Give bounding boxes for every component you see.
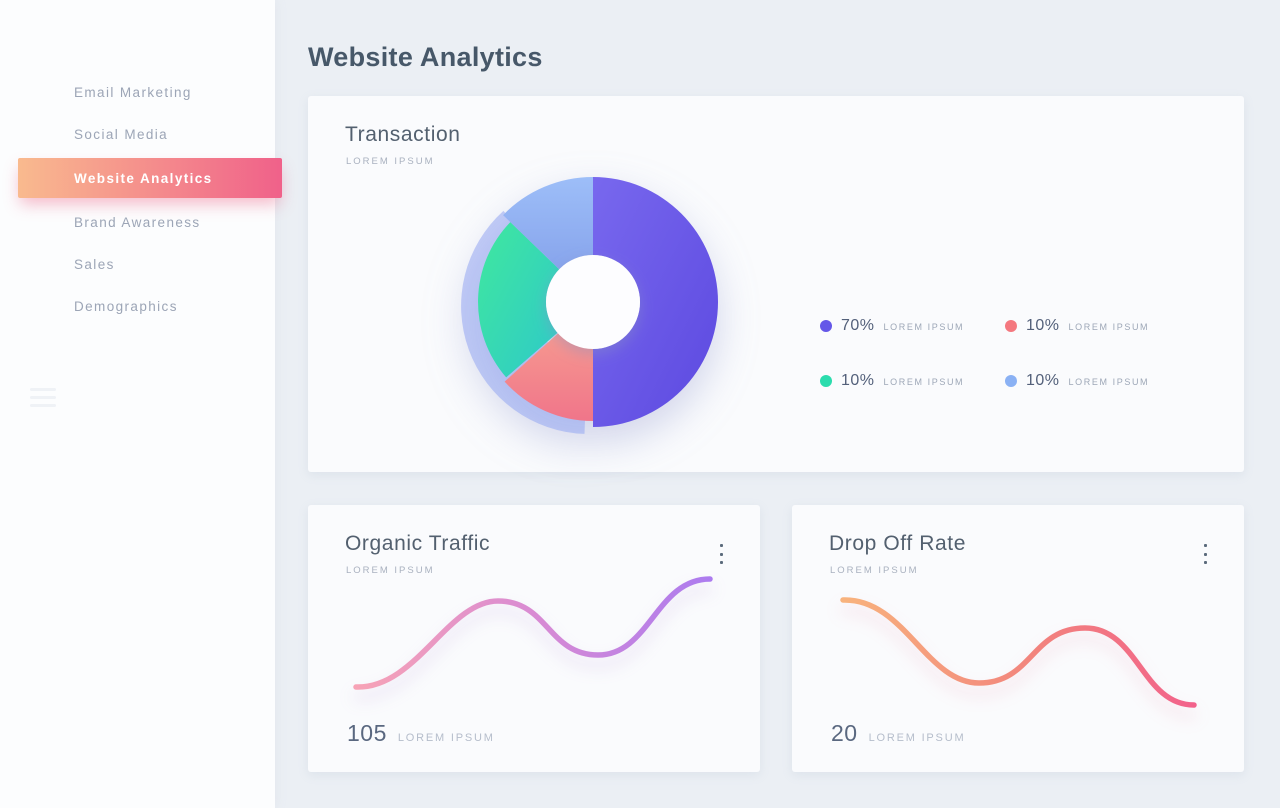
donut-chart — [461, 176, 718, 434]
card-subtitle: LOREM IPSUM — [346, 565, 435, 576]
donut-slice-purple — [593, 177, 718, 427]
donut-hole — [546, 255, 640, 349]
sidebar-item-social-media[interactable]: Social Media — [74, 126, 169, 142]
legend-value: 10% — [841, 371, 875, 389]
metric: 20 LOREM IPSUM — [831, 720, 965, 747]
card-title: Organic Traffic — [345, 532, 491, 555]
metric: 105 LOREM IPSUM — [347, 720, 495, 747]
organic-traffic-line-chart — [353, 576, 713, 690]
metric-value: 105 — [347, 720, 387, 746]
kebab-menu-icon[interactable] — [714, 542, 728, 566]
drop-off-rate-line-chart — [840, 597, 1197, 708]
page-title: Website Analytics — [308, 42, 543, 72]
organic-traffic-card: Organic Traffic LOREM IPSUM 105 LOREM IP… — [308, 505, 760, 772]
legend-dot-teal-icon — [820, 374, 832, 387]
metric-label: LOREM IPSUM — [868, 732, 966, 744]
card-subtitle: LOREM IPSUM — [346, 156, 435, 167]
card-subtitle: LOREM IPSUM — [830, 565, 919, 576]
legend-item: 10% LOREM IPSUM — [1005, 313, 1190, 338]
legend-value: 10% — [1026, 316, 1060, 334]
bottom-card-row: Organic Traffic LOREM IPSUM 105 LOREM IP… — [308, 505, 1244, 772]
legend-item: 10% LOREM IPSUM — [1005, 368, 1190, 393]
legend-label: LOREM IPSUM — [1068, 321, 1150, 332]
sidebar-item-brand-awareness[interactable]: Brand Awareness — [74, 214, 201, 230]
legend-dot-salmon-icon — [1005, 319, 1017, 332]
legend-value: 70% — [841, 316, 875, 334]
sidebar-item-demographics[interactable]: Demographics — [74, 298, 178, 314]
drop-off-rate-card: Drop Off Rate LOREM IPSUM 20 LOREM IPSUM — [792, 505, 1244, 772]
donut-slice-blue — [503, 176, 593, 270]
legend-value: 10% — [1026, 371, 1060, 389]
main-content: Website Analytics Transaction LOREM IPSU… — [275, 0, 1280, 808]
sidebar-nav: Email Marketing Social Media Website Ana… — [0, 71, 282, 327]
donut-slice-pink — [504, 320, 593, 421]
transaction-card: Transaction LOREM IPSUM — [308, 96, 1244, 472]
sidebar-item-email-marketing[interactable]: Email Marketing — [74, 84, 192, 100]
kebab-menu-icon[interactable] — [1198, 542, 1212, 566]
legend-label: LOREM IPSUM — [1068, 376, 1150, 387]
sidebar-item-website-analytics[interactable]: Website Analytics — [18, 158, 282, 198]
sidebar: Email Marketing Social Media Website Ana… — [0, 0, 282, 808]
donut-slice-teal — [478, 222, 560, 378]
metric-value: 20 — [831, 720, 858, 746]
legend-dot-purple-icon — [820, 319, 832, 332]
legend-dot-blue-icon — [1005, 374, 1017, 387]
hamburger-icon[interactable] — [30, 388, 56, 412]
donut-legend: 70% LOREM IPSUM 10% LOREM IPSUM 10% LORE… — [820, 313, 1190, 393]
card-title: Drop Off Rate — [829, 532, 966, 555]
legend-label: LOREM IPSUM — [883, 376, 965, 387]
sidebar-item-sales[interactable]: Sales — [74, 256, 115, 272]
card-title: Transaction — [345, 123, 461, 146]
legend-label: LOREM IPSUM — [883, 321, 965, 332]
metric-label: LOREM IPSUM — [397, 732, 495, 744]
legend-item: 70% LOREM IPSUM — [820, 313, 1005, 338]
legend-item: 10% LOREM IPSUM — [820, 368, 1005, 393]
